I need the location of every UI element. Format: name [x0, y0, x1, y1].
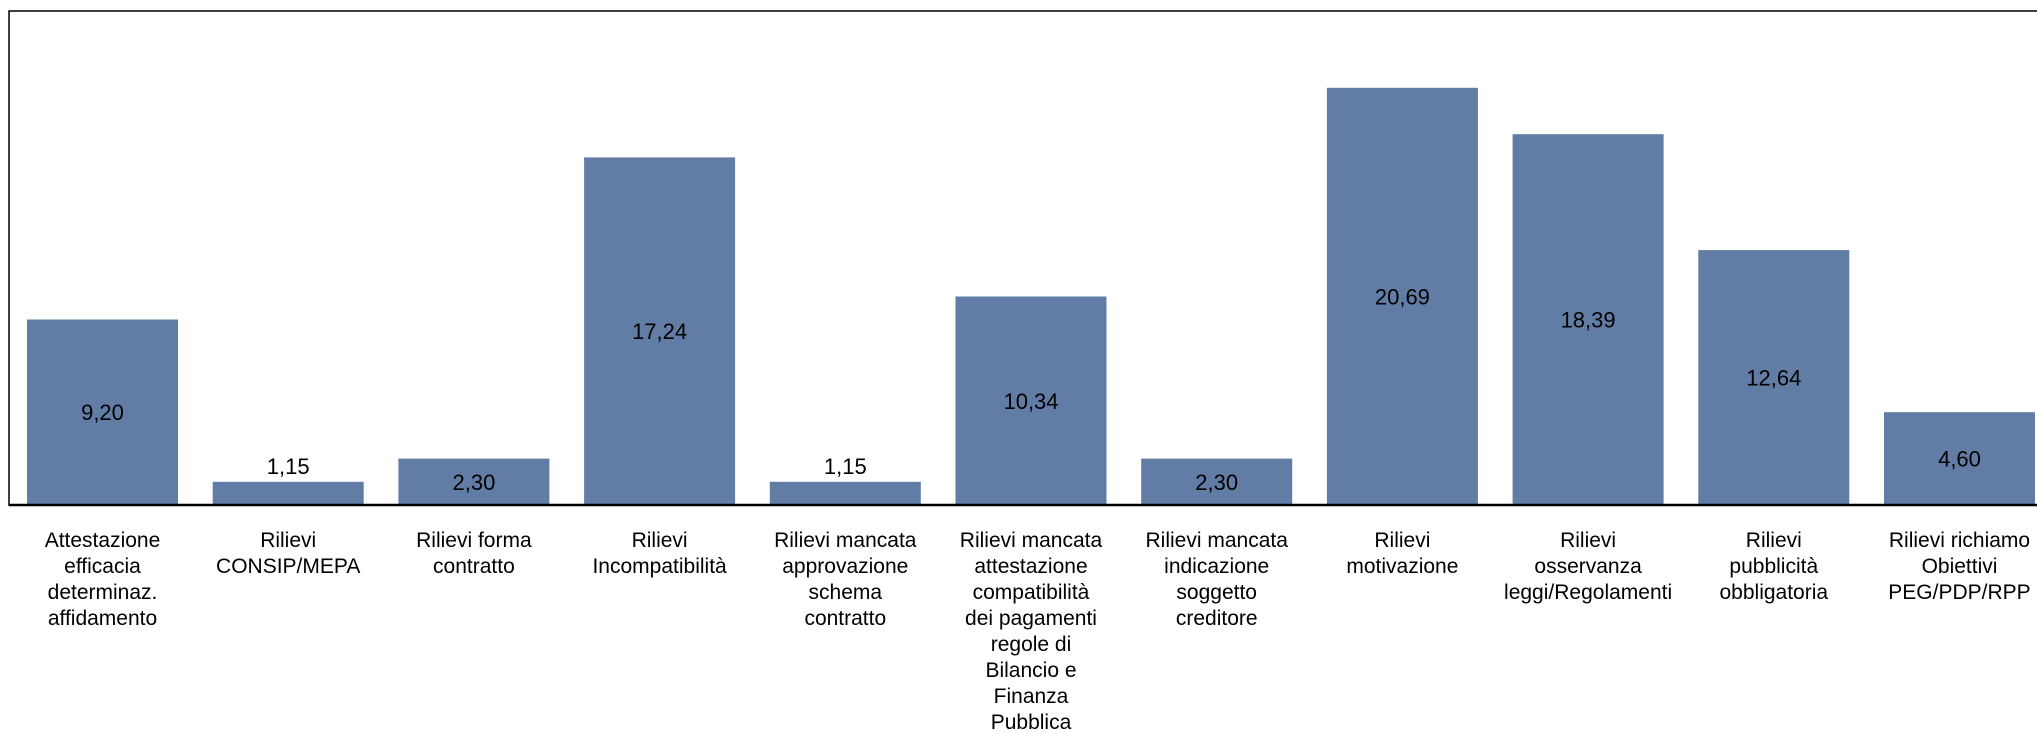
- category-label-4: Rilievi mancata approvazione schema contrat…: [774, 529, 917, 630]
- data-label-9: 12,64: [1746, 366, 1801, 391]
- data-label-4: 1,15: [824, 454, 867, 479]
- category-label-6: Rilievi mancata indicazione soggetto credit…: [1146, 529, 1289, 630]
- bar-5: [955, 296, 1107, 505]
- bar-8: [1512, 134, 1664, 505]
- bar-4: [769, 481, 921, 505]
- category-label-10: Rilievi richiamo Obiettivi PEG/PDP/RPP: [1888, 529, 2030, 604]
- category-label-9: Rilievi pubblicità obbligatoria: [1720, 529, 1829, 604]
- data-labels-group: 9,20 1,15 2,30 17,24 1,15 10,34 2,30 20,69 18,39…: [81, 284, 1981, 494]
- bar-1: [212, 481, 364, 505]
- data-label-1: 1,15: [267, 454, 310, 479]
- category-label-5: Rilievi mancata attestazione compatibilità…: [960, 529, 1103, 733]
- data-label-10: 4,60: [1938, 447, 1981, 472]
- data-label-0: 9,20: [81, 400, 124, 425]
- data-label-6: 2,30: [1195, 470, 1238, 495]
- bar-3: [584, 157, 736, 505]
- bar-2: [398, 458, 550, 505]
- bar-10: [1884, 412, 2035, 505]
- data-label-8: 18,39: [1561, 308, 1616, 333]
- category-label-2: Rilievi forma contratto: [416, 529, 532, 578]
- data-label-5: 10,34: [1003, 389, 1058, 414]
- category-labels-group: Attestazione efficacia determinaz. affidame…: [45, 529, 2031, 733]
- category-label-1: Rilievi CONSIP/MEPA: [216, 529, 360, 578]
- bar-9: [1698, 250, 1850, 505]
- bar-7: [1326, 87, 1478, 506]
- data-label-3: 17,24: [632, 319, 687, 344]
- data-label-2: 2,30: [452, 470, 495, 495]
- category-label-0: Attestazione efficacia determinaz. affidame…: [45, 529, 161, 630]
- category-label-3: Rilievi Incompatibilità: [592, 529, 727, 578]
- bar-0: [27, 319, 178, 505]
- bar-6: [1141, 458, 1293, 505]
- category-label-7: Rilievi motivazione: [1346, 529, 1458, 578]
- data-label-7: 20,69: [1375, 284, 1430, 309]
- category-label-8: Rilievi osservanza leggi/Regolamenti: [1504, 529, 1672, 604]
- bars-group: [27, 87, 2035, 506]
